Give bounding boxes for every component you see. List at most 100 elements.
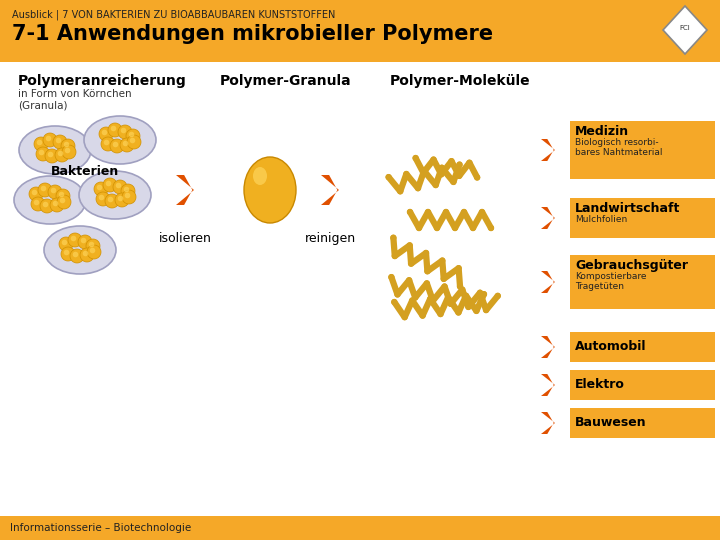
Ellipse shape — [102, 130, 107, 136]
Circle shape — [423, 251, 428, 255]
Ellipse shape — [103, 178, 117, 192]
Text: (Granula): (Granula) — [18, 100, 68, 110]
Ellipse shape — [50, 188, 56, 193]
Circle shape — [456, 266, 461, 271]
Circle shape — [464, 293, 469, 298]
Ellipse shape — [96, 185, 102, 190]
Circle shape — [448, 301, 453, 306]
Polygon shape — [176, 175, 194, 205]
Polygon shape — [541, 207, 555, 229]
Circle shape — [446, 295, 451, 300]
Text: Polymer-Moleküle: Polymer-Moleküle — [390, 74, 531, 88]
Ellipse shape — [87, 245, 101, 259]
Ellipse shape — [108, 123, 122, 137]
Ellipse shape — [122, 190, 136, 204]
Ellipse shape — [63, 249, 69, 255]
Circle shape — [462, 210, 467, 214]
Circle shape — [466, 305, 471, 309]
Text: FCI: FCI — [680, 25, 690, 31]
Ellipse shape — [19, 126, 91, 174]
Ellipse shape — [62, 145, 76, 159]
Ellipse shape — [116, 183, 121, 188]
Circle shape — [392, 300, 397, 305]
Ellipse shape — [57, 195, 71, 209]
Ellipse shape — [70, 249, 84, 263]
Text: Mulchfolien: Mulchfolien — [575, 215, 627, 224]
Polygon shape — [541, 271, 555, 293]
Text: Bakterien: Bakterien — [51, 165, 119, 178]
Ellipse shape — [31, 197, 45, 211]
Text: Kompostierbare
Tragetüten: Kompostierbare Tragetüten — [575, 272, 647, 292]
Ellipse shape — [122, 141, 128, 146]
Ellipse shape — [96, 192, 110, 206]
Circle shape — [441, 276, 446, 281]
Bar — [570, 408, 715, 438]
Ellipse shape — [56, 189, 70, 203]
Ellipse shape — [118, 125, 132, 139]
Bar — [570, 198, 715, 238]
Circle shape — [421, 170, 426, 176]
Text: Elektro: Elektro — [575, 379, 625, 392]
Ellipse shape — [40, 199, 54, 213]
Ellipse shape — [62, 240, 67, 245]
Circle shape — [425, 269, 430, 274]
Ellipse shape — [99, 195, 104, 200]
Circle shape — [474, 175, 480, 180]
Ellipse shape — [127, 135, 141, 149]
Polygon shape — [541, 412, 555, 434]
Ellipse shape — [101, 137, 115, 151]
Text: Polymer-Granula: Polymer-Granula — [220, 74, 351, 88]
Ellipse shape — [39, 150, 45, 156]
Ellipse shape — [44, 226, 116, 274]
Ellipse shape — [36, 147, 50, 161]
Text: Gebrauchsgüter: Gebrauchsgüter — [575, 259, 688, 272]
Circle shape — [442, 284, 447, 289]
Ellipse shape — [120, 138, 134, 152]
Ellipse shape — [244, 157, 296, 223]
Bar — [0, 0, 720, 62]
Text: reinigen: reinigen — [305, 232, 356, 245]
Ellipse shape — [60, 198, 66, 203]
Circle shape — [410, 298, 415, 303]
Circle shape — [433, 183, 438, 187]
Circle shape — [407, 278, 412, 283]
Ellipse shape — [55, 138, 61, 143]
Ellipse shape — [113, 180, 127, 194]
Circle shape — [444, 210, 449, 214]
Bar — [570, 121, 715, 179]
Ellipse shape — [68, 233, 82, 247]
Ellipse shape — [108, 197, 113, 202]
Ellipse shape — [124, 187, 130, 192]
Circle shape — [402, 315, 407, 320]
Ellipse shape — [99, 127, 113, 141]
Text: Automobil: Automobil — [575, 341, 647, 354]
Ellipse shape — [253, 167, 267, 185]
Circle shape — [440, 258, 445, 263]
Ellipse shape — [41, 186, 46, 191]
Circle shape — [413, 156, 418, 160]
Text: in Form von Körnchen: in Form von Körnchen — [18, 89, 132, 99]
Text: 7-1 Anwendungen mikrobieller Polymere: 7-1 Anwendungen mikrobieller Polymere — [12, 24, 493, 44]
Text: Bauwesen: Bauwesen — [575, 416, 647, 429]
Ellipse shape — [105, 194, 119, 208]
Circle shape — [449, 159, 454, 164]
Circle shape — [404, 172, 409, 177]
Ellipse shape — [65, 148, 71, 153]
Ellipse shape — [86, 239, 100, 253]
Circle shape — [489, 226, 493, 231]
Ellipse shape — [110, 139, 124, 153]
Circle shape — [409, 261, 413, 266]
Circle shape — [431, 157, 436, 162]
Ellipse shape — [53, 135, 67, 149]
Ellipse shape — [78, 235, 92, 249]
Ellipse shape — [126, 129, 140, 143]
Circle shape — [438, 172, 444, 177]
Ellipse shape — [50, 198, 64, 212]
Circle shape — [417, 226, 421, 231]
Ellipse shape — [111, 126, 117, 131]
Ellipse shape — [94, 182, 108, 196]
Ellipse shape — [37, 140, 42, 145]
Circle shape — [484, 308, 489, 313]
Circle shape — [480, 210, 485, 214]
Ellipse shape — [34, 137, 48, 151]
